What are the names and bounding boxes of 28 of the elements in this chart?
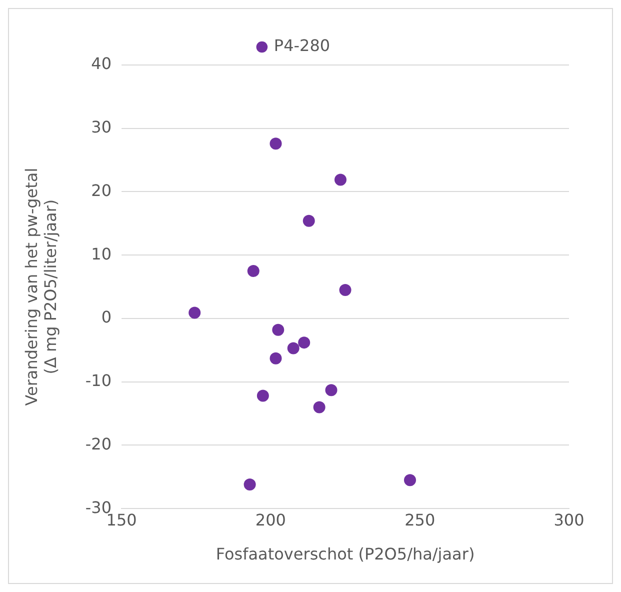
y-tick-label: -20 (85, 434, 112, 454)
y-tick-label: 10 (91, 244, 112, 264)
y-tick-label: 20 (91, 180, 112, 200)
point (339, 284, 352, 296)
x-tick-label: 250 (404, 510, 436, 530)
point (313, 401, 326, 414)
point (287, 342, 300, 354)
legend-label: P4-280 (274, 36, 330, 56)
y-tick-label: -10 (85, 371, 112, 390)
y-tick-label: 0 (101, 308, 112, 327)
point (244, 478, 256, 491)
y-tick-label: 40 (91, 54, 112, 74)
x-axis-title: Fosfaatoverschot (P2O5/ha/jaar) (216, 544, 475, 564)
point (256, 390, 269, 402)
point (188, 306, 201, 319)
point (298, 336, 310, 349)
point (270, 138, 282, 150)
point (325, 384, 338, 396)
point (334, 174, 346, 186)
x-tick-label: 200 (255, 510, 286, 530)
point (272, 324, 284, 336)
y-tick-label: 30 (91, 118, 112, 137)
point (270, 352, 282, 364)
point (302, 214, 315, 227)
point (404, 474, 416, 486)
y-axis-title: Verandering van het pw-getal (Δ mg P2O5/liter/jaar) (22, 168, 60, 406)
x-tick-label: 300 (554, 510, 584, 530)
point (247, 264, 260, 277)
